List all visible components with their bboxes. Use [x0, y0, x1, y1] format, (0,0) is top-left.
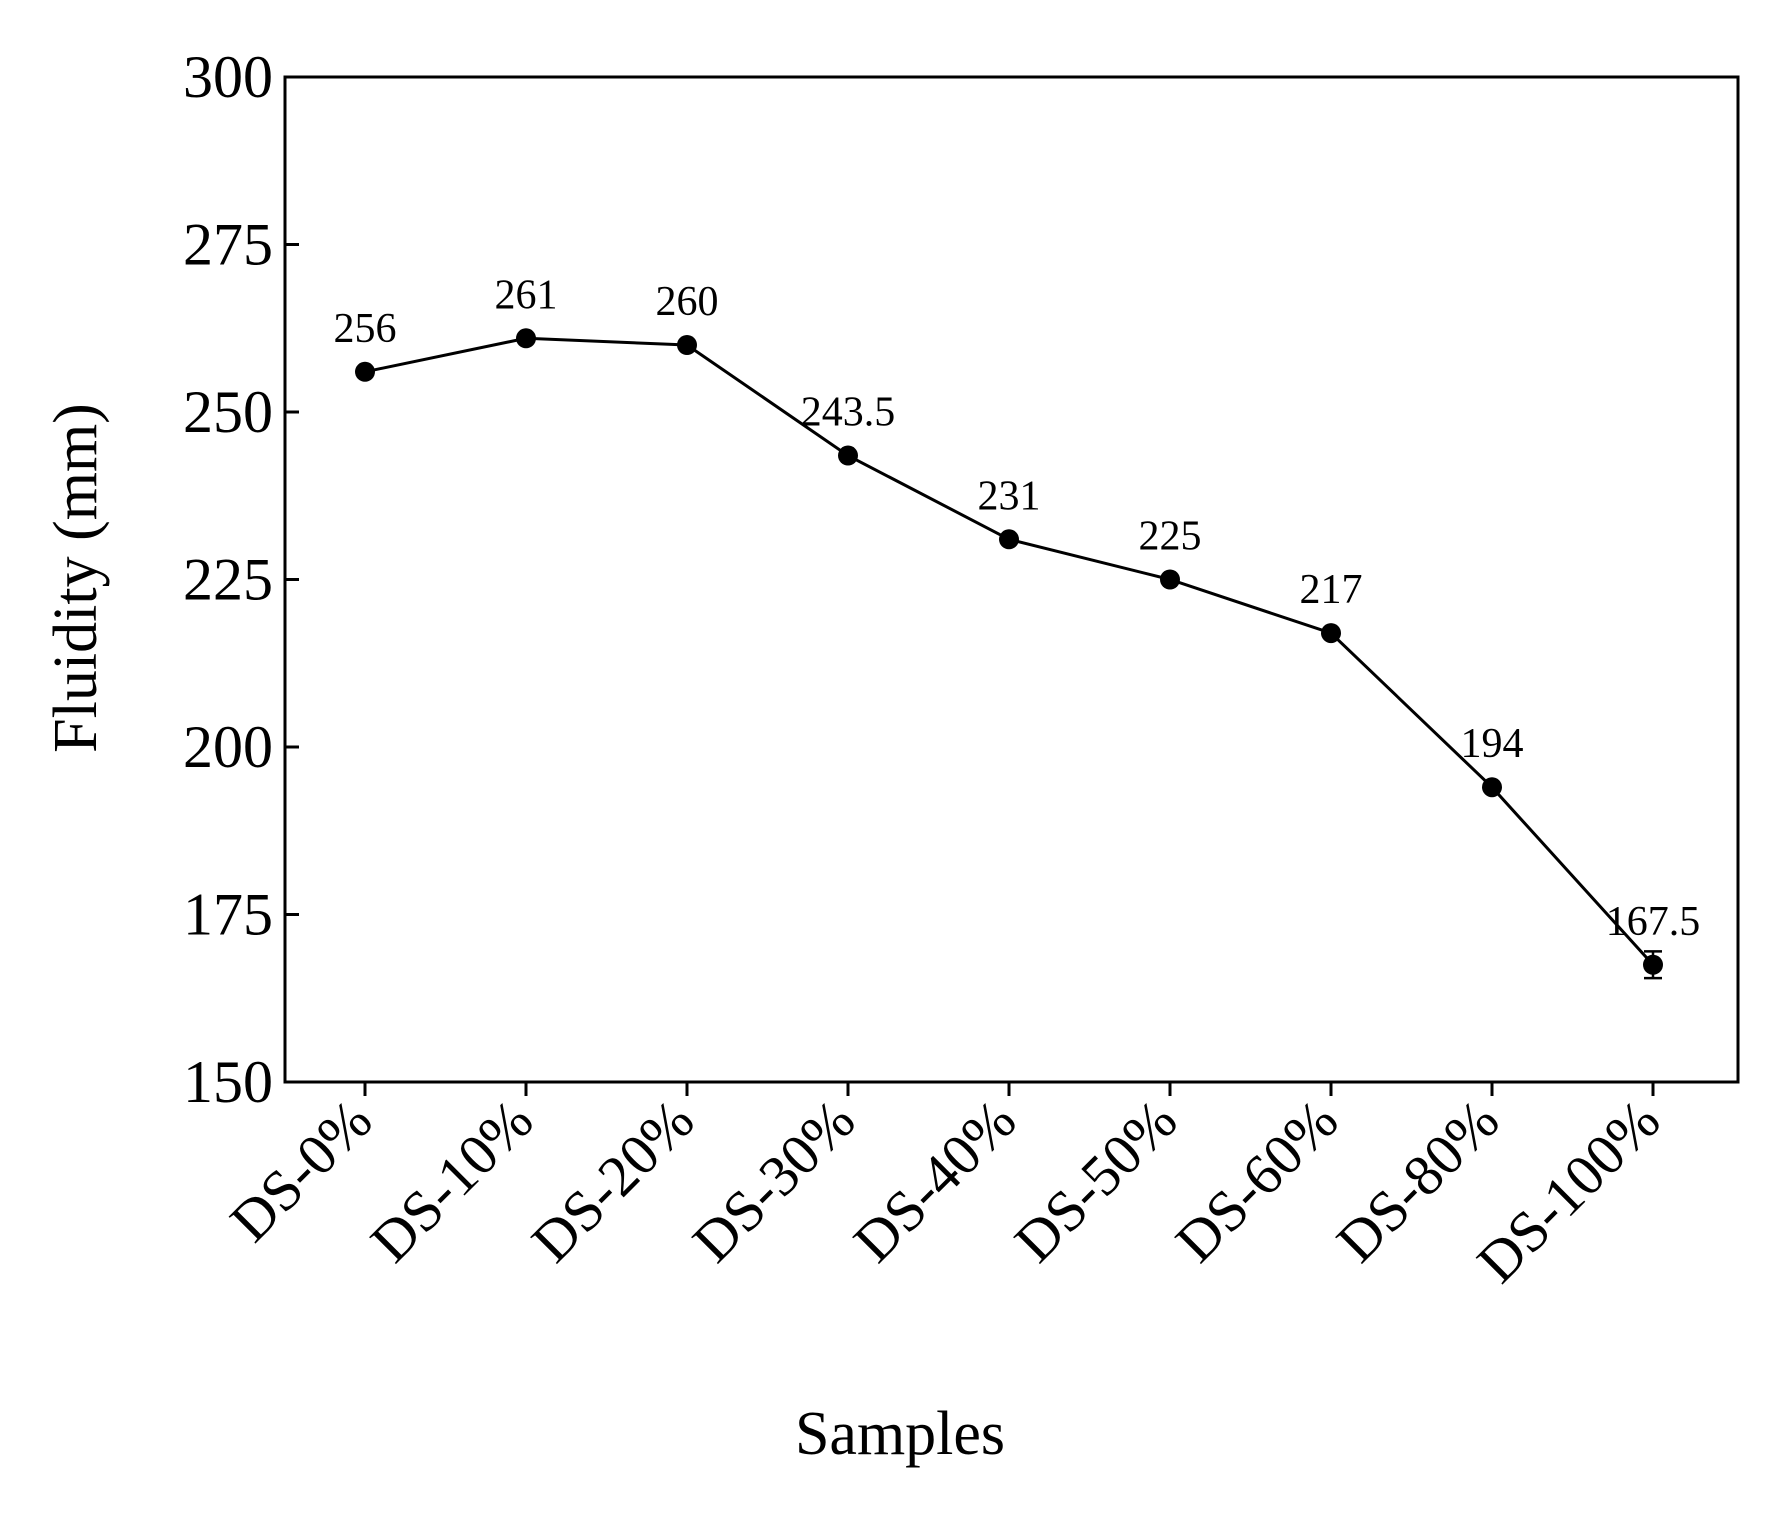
data-point: [1321, 623, 1341, 644]
series-line: [364, 336, 1655, 966]
series-layer: 256 261 260 243.5 231 225 217 194 167.5: [334, 272, 1701, 980]
y-tick-label: 225: [183, 547, 273, 613]
x-axis-title: Samples: [795, 1400, 1005, 1468]
y-tick-label: 250: [183, 379, 273, 445]
y-axis-title: Fluidity (mm): [42, 403, 110, 753]
plot-frame: [283, 75, 1740, 1084]
data-point: [1643, 954, 1663, 975]
x-axis: DS-0%DS-10%DS-20%DS-30%DS-40%DS-50%DS-60…: [217, 1082, 1672, 1295]
data-label: 256: [334, 306, 397, 352]
x-tick-label: DS-20%: [519, 1087, 706, 1274]
y-tick-label: 150: [183, 1049, 273, 1115]
data-point: [1482, 777, 1502, 798]
y-axis: 150 175 200 225 250 275 300: [183, 44, 299, 1115]
y-tick-label: 200: [183, 714, 273, 780]
x-tick-label: DS-60%: [1163, 1087, 1350, 1274]
data-label: 243.5: [801, 390, 896, 436]
y-tick-label: 275: [183, 212, 273, 278]
y-tick-label: 300: [183, 44, 273, 110]
data-point: [677, 335, 697, 355]
data-point: [516, 328, 536, 349]
x-tick-label: DS-30%: [680, 1087, 867, 1274]
data-label: 194: [1461, 721, 1524, 767]
x-tick-label: DS-40%: [841, 1087, 1028, 1274]
data-label: 167.5: [1606, 899, 1701, 945]
data-point: [999, 529, 1019, 550]
data-label: 261: [495, 272, 558, 318]
data-label: 260: [656, 279, 719, 325]
x-tick-label: DS-10%: [358, 1087, 545, 1274]
data-point: [1160, 569, 1180, 590]
x-tick-label: DS-50%: [1002, 1087, 1189, 1274]
y-tick-label: 175: [183, 882, 273, 948]
data-point: [355, 361, 375, 382]
data-label: 231: [978, 473, 1041, 519]
data-label: 225: [1139, 514, 1202, 560]
data-point: [838, 445, 858, 466]
data-label: 217: [1300, 567, 1363, 613]
